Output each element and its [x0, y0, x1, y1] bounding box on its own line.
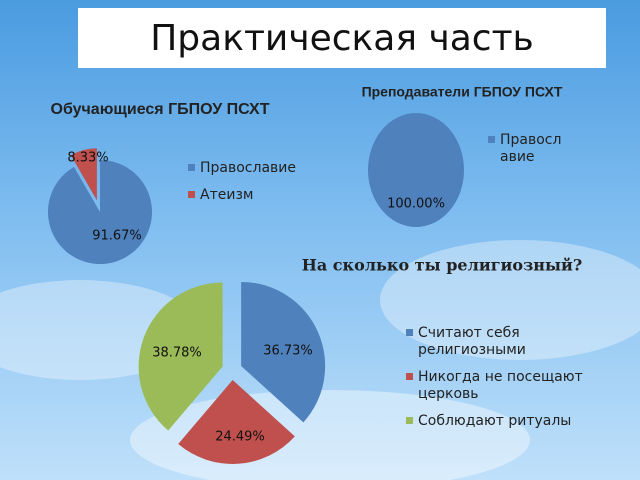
- legend-label: Считают себя религиозными: [418, 325, 526, 358]
- legend-item: Считают себя религиозными: [406, 325, 626, 359]
- legend-swatch: [406, 329, 413, 336]
- legend-item: Атеизм: [188, 187, 298, 204]
- title-box: [78, 8, 606, 68]
- legend-swatch: [406, 417, 413, 424]
- legend-item: Никогда не посещают церковь: [406, 369, 626, 403]
- legend-label: Православие: [500, 132, 562, 165]
- pie-slice: [48, 160, 152, 264]
- chart-title: Обучающиеся ГБПОУ ПСХТ: [51, 101, 270, 118]
- data-label: 100.00%: [387, 197, 445, 212]
- data-label: 91.67%: [92, 229, 142, 244]
- legend-swatch: [406, 373, 413, 380]
- legend-item: Соблюдают ритуалы: [406, 413, 626, 430]
- data-label: 24.49%: [215, 430, 265, 445]
- chart-title: Преподаватели ГБПОУ ПСХТ: [362, 84, 563, 100]
- pie-slice: [70, 148, 97, 201]
- cloud: [380, 240, 640, 360]
- pie-slice: [368, 113, 464, 227]
- legend-swatch: [188, 191, 195, 198]
- legend-label: Никогда не посещают церковь: [418, 369, 583, 402]
- pie-slice: [138, 282, 223, 431]
- data-label: 8.33%: [67, 151, 108, 166]
- legend-label: Атеизм: [200, 187, 254, 203]
- legend: Считают себя религиозными Никогда не посе…: [406, 325, 626, 440]
- pie-slice: [178, 379, 295, 464]
- slide-title: Практическая часть: [150, 18, 534, 59]
- legend-label: Православие: [200, 160, 296, 176]
- legend-item: Православие: [488, 132, 568, 166]
- legend: Православие: [488, 132, 568, 176]
- data-label: 38.78%: [152, 346, 202, 361]
- legend-swatch: [188, 164, 195, 171]
- legend: Православие Атеизм: [188, 160, 298, 214]
- pie-slice: [241, 281, 326, 423]
- data-label: 36.73%: [263, 344, 313, 359]
- legend-swatch: [488, 136, 495, 143]
- legend-label: Соблюдают ритуалы: [418, 413, 572, 429]
- chart-title: На сколько ты религиозный?: [302, 256, 583, 275]
- legend-item: Православие: [188, 160, 298, 177]
